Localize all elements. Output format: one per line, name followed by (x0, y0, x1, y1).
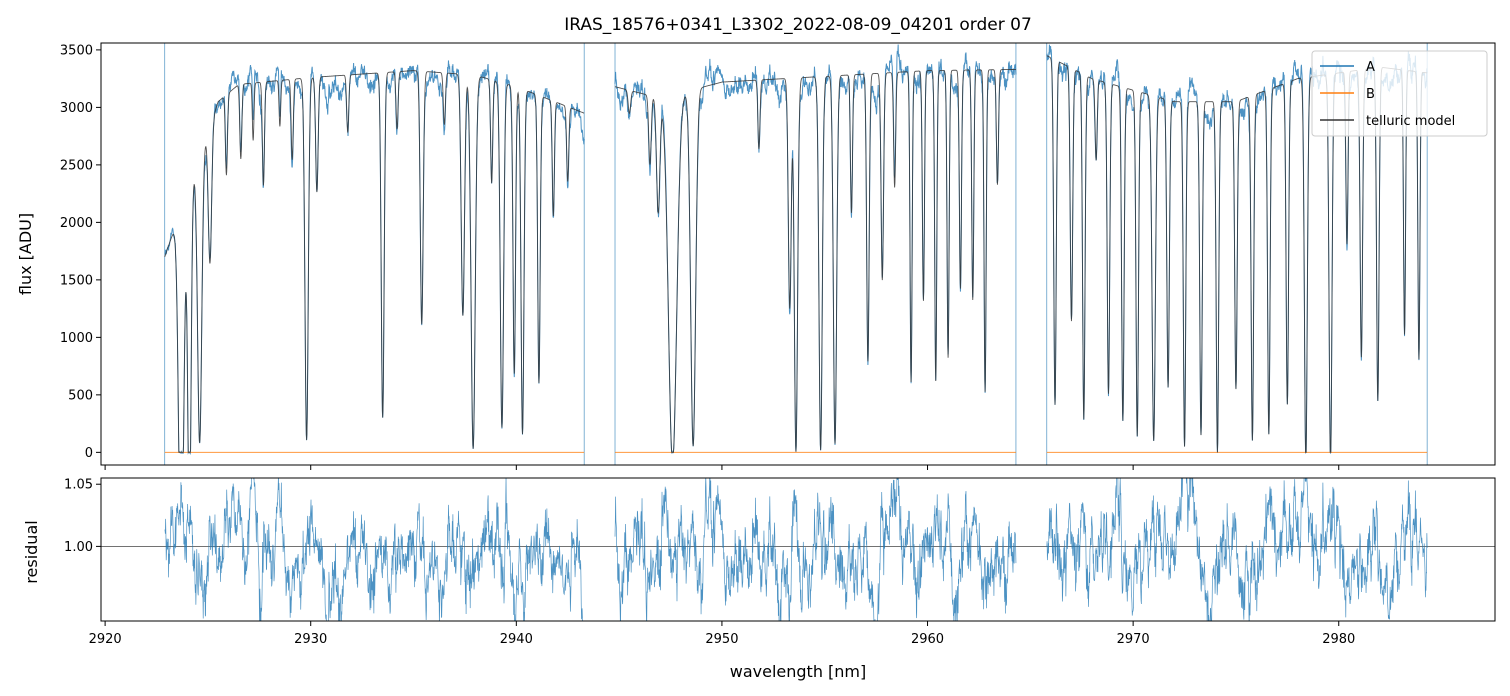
telluric-model-line-1 (614, 69, 1016, 453)
legend-label-telluric: telluric model (1366, 114, 1455, 129)
legend: A B telluric model (1311, 50, 1488, 137)
flux-y-tick-label-2000: 2000 (60, 216, 93, 231)
flux-y-axis-label: flux [ADU] (16, 213, 35, 295)
series-a-line-0 (164, 60, 585, 456)
x-tick-label-2960: 2960 (911, 632, 944, 647)
x-axis-label: wavelength [nm] (730, 662, 867, 681)
x-tick-label-2980: 2980 (1322, 632, 1355, 647)
telluric-model-line-0 (164, 70, 585, 453)
x-tick-label-2970: 2970 (1117, 632, 1150, 647)
flux-y-tick-label-0: 0 (85, 446, 93, 461)
flux-y-tick-label-3000: 3000 (60, 101, 93, 116)
residual-line-1 (614, 478, 1017, 621)
residual-y-tick-label-0: 1.00 (64, 540, 93, 555)
flux-y-tick-label-500: 500 (68, 388, 93, 403)
flux-y-tick-label-1000: 1000 (60, 331, 93, 346)
x-tick-label-2930: 2930 (294, 632, 327, 647)
residual-y-axis-label: residual (22, 520, 41, 583)
legend-box (1311, 50, 1488, 137)
x-tick-label-2950: 2950 (705, 632, 738, 647)
chart-title: IRAS_18576+0341_L3302_2022-08-09_04201 o… (564, 15, 1032, 35)
residual-panel: 1.00 1.05 2920 2930 2940 2950 2960 2970 2980 re… (22, 477, 1496, 681)
x-tick-label-2940: 2940 (500, 632, 533, 647)
flux-y-tick-label-1500: 1500 (60, 273, 93, 288)
residual-line-0 (164, 478, 583, 621)
residual-plot-frame (100, 477, 1496, 622)
legend-label-b: B (1366, 87, 1375, 102)
flux-y-tick-label-3500: 3500 (60, 43, 93, 58)
residual-line-2 (1046, 478, 1428, 621)
residual-y-tick-label-1: 1.05 (64, 478, 93, 493)
flux-y-tick-label-2500: 2500 (60, 158, 93, 173)
legend-label-a: A (1366, 60, 1375, 75)
flux-plot-frame (100, 42, 1496, 466)
x-tick-label-2920: 2920 (89, 632, 122, 647)
